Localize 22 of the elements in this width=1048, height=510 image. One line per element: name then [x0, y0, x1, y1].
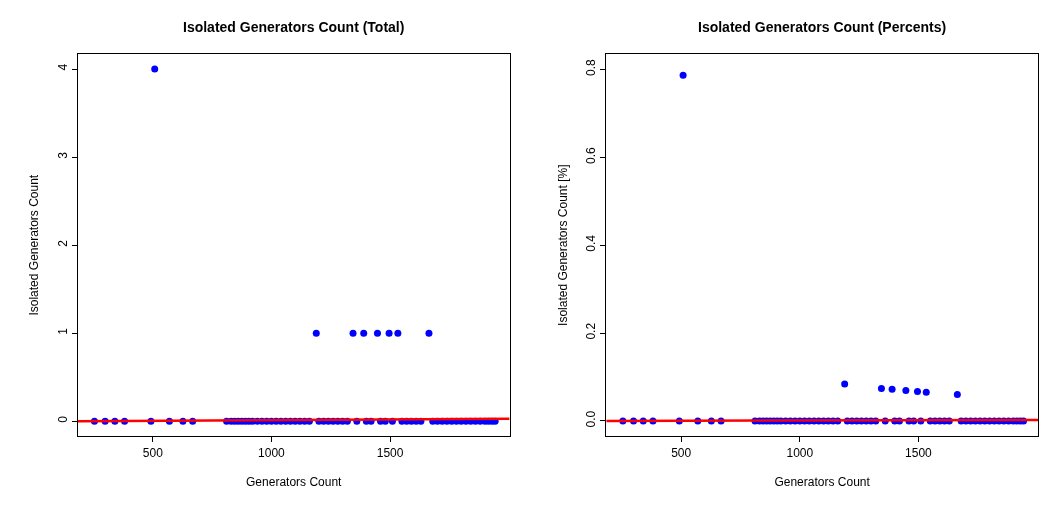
x-tick-label: 500: [671, 445, 692, 460]
y-tick-label: 0: [56, 415, 71, 423]
x-tick-label: 1000: [786, 445, 814, 460]
y-tick-label: 0.4: [584, 234, 599, 252]
y-tick-label: 2: [56, 239, 71, 247]
y-tick-label: 1: [56, 327, 71, 335]
x-tick-label: 500: [142, 445, 164, 460]
y-tick-label: 4: [56, 63, 71, 71]
x-tick-label: 1500: [905, 445, 933, 460]
y-tick-label: 0.6: [584, 146, 599, 164]
y-tick-label: 3: [56, 151, 71, 159]
x-tick-label: 1000: [258, 445, 286, 460]
chart-title: Isolated Generators Count (Total): [183, 19, 405, 35]
y-tick-label: 0.8: [584, 59, 599, 77]
x-axis-title: Generators Count: [246, 474, 343, 489]
y-tick-label: 0.0: [584, 410, 599, 428]
y-axis-title: Isolated Generators Count: [27, 174, 42, 316]
x-tick-label: 1500: [376, 445, 404, 460]
x-axis-title: Generators Count: [774, 474, 871, 489]
y-tick-label: 0.2: [584, 322, 599, 340]
chart-title: Isolated Generators Count (Percents): [698, 19, 947, 35]
y-axis-title: Isolated Generators Count [%]: [555, 164, 570, 326]
